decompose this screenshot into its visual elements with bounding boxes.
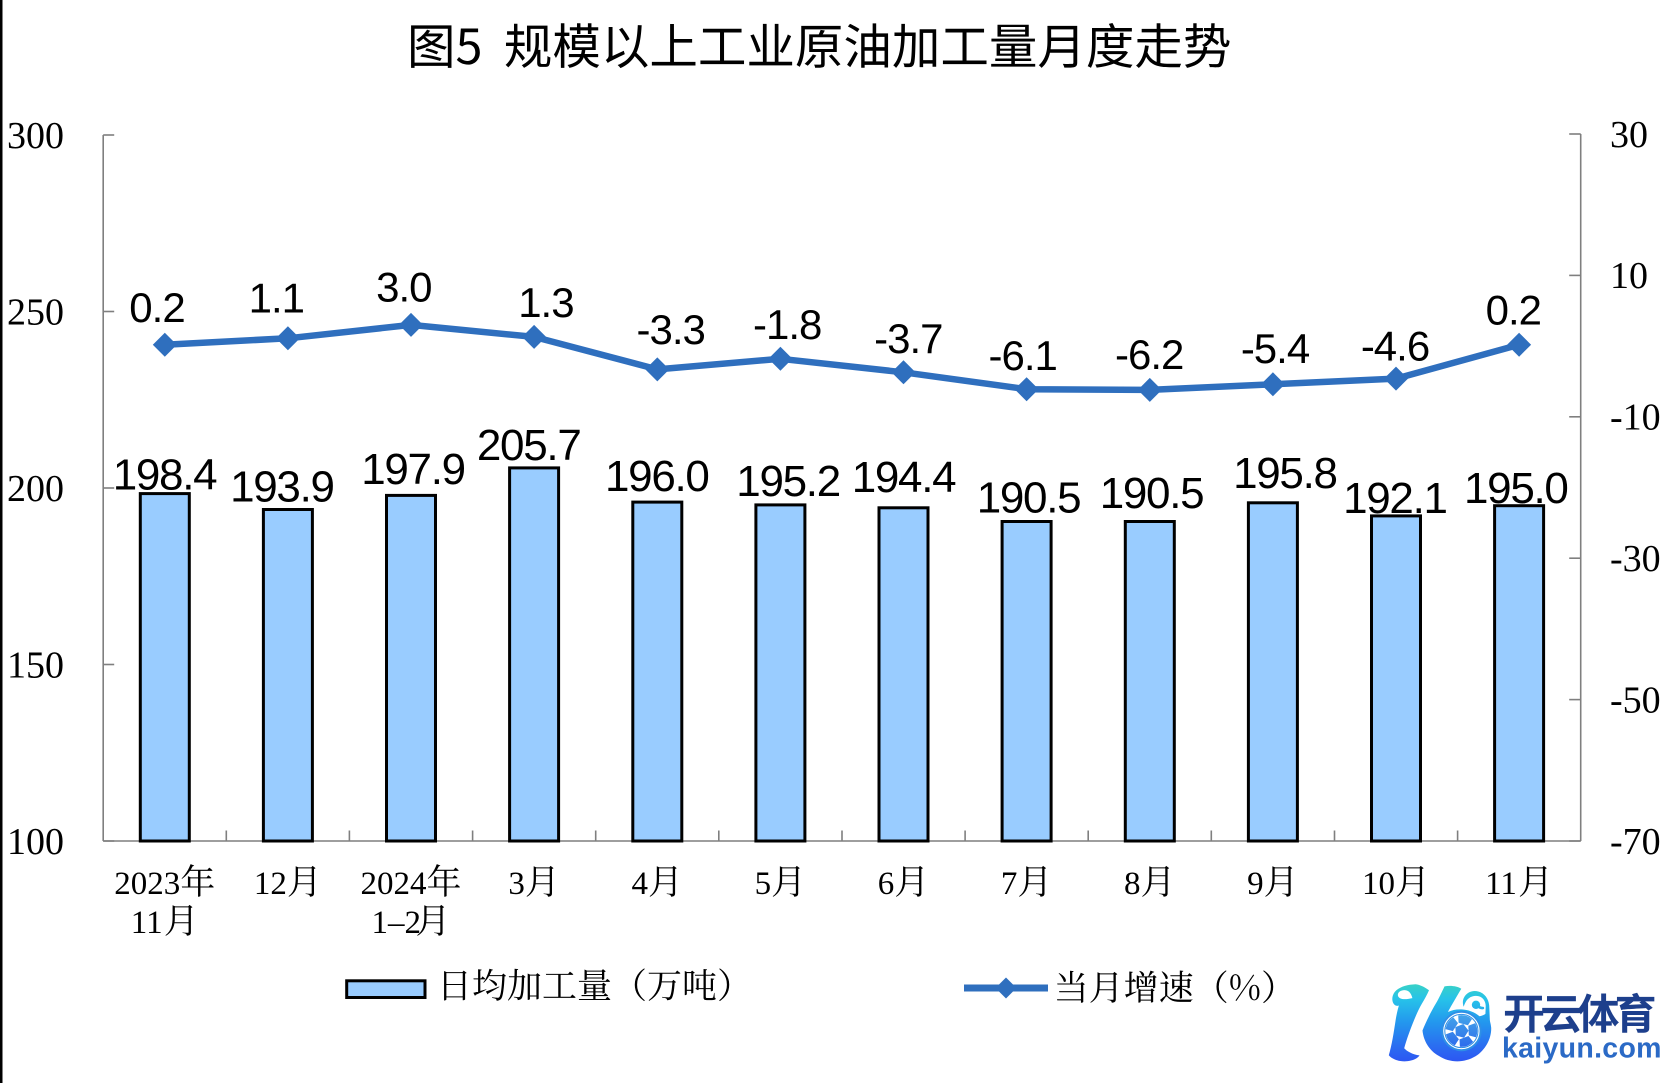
- svg-text:250: 250: [7, 292, 64, 334]
- svg-text:1.3: 1.3: [518, 279, 573, 326]
- svg-text:-1.8: -1.8: [753, 301, 821, 348]
- svg-text:190.5: 190.5: [977, 473, 1081, 522]
- svg-text:196.0: 196.0: [605, 452, 709, 501]
- svg-text:100: 100: [7, 821, 64, 863]
- svg-text:195.2: 195.2: [736, 457, 840, 506]
- svg-text:2023: 2023: [114, 866, 180, 902]
- svg-text:198.4: 198.4: [113, 450, 217, 499]
- svg-text:-5.4: -5.4: [1241, 325, 1310, 372]
- svg-text:0.2: 0.2: [129, 284, 184, 331]
- svg-text:194.4: 194.4: [852, 453, 956, 502]
- svg-text:-3.3: -3.3: [637, 306, 705, 353]
- svg-text:11: 11: [1485, 866, 1517, 902]
- svg-text:300: 300: [7, 115, 64, 157]
- svg-text:190.5: 190.5: [1100, 469, 1204, 518]
- svg-text:-6.2: -6.2: [1115, 331, 1183, 378]
- svg-text:1–2: 1–2: [372, 905, 422, 941]
- svg-text:9: 9: [1247, 866, 1264, 902]
- svg-text:3.0: 3.0: [376, 263, 431, 310]
- svg-text:150: 150: [7, 645, 64, 687]
- svg-text:195.8: 195.8: [1233, 449, 1337, 498]
- svg-text:2024: 2024: [361, 866, 427, 902]
- svg-text:kaiyun.com: kaiyun.com: [1502, 1033, 1662, 1065]
- svg-text:-6.1: -6.1: [989, 332, 1057, 379]
- svg-text:3: 3: [508, 866, 525, 902]
- svg-text:197.9: 197.9: [361, 445, 465, 494]
- svg-text:30: 30: [1610, 114, 1648, 156]
- svg-text:-10: -10: [1610, 397, 1661, 439]
- svg-text:205.7: 205.7: [477, 421, 581, 470]
- svg-text:12: 12: [254, 866, 287, 902]
- svg-text:4: 4: [632, 866, 649, 902]
- svg-text:8: 8: [1124, 866, 1141, 902]
- svg-text:6: 6: [878, 866, 895, 902]
- svg-text:-30: -30: [1610, 538, 1661, 580]
- svg-text:-4.6: -4.6: [1361, 322, 1429, 369]
- svg-text:10: 10: [1362, 866, 1395, 902]
- svg-text:11: 11: [131, 905, 163, 941]
- svg-text:195.0: 195.0: [1464, 464, 1568, 513]
- svg-text:193.9: 193.9: [230, 463, 334, 512]
- svg-text:7: 7: [1001, 866, 1018, 902]
- svg-text:-70: -70: [1610, 821, 1661, 863]
- svg-text:200: 200: [7, 468, 64, 510]
- svg-text:-3.7: -3.7: [874, 315, 942, 362]
- svg-text:192.1: 192.1: [1343, 474, 1447, 523]
- svg-text:-50: -50: [1610, 679, 1661, 721]
- svg-text:0.2: 0.2: [1486, 287, 1541, 334]
- svg-text:5: 5: [755, 866, 772, 902]
- svg-text:10: 10: [1610, 255, 1648, 297]
- svg-text:1.1: 1.1: [249, 274, 304, 321]
